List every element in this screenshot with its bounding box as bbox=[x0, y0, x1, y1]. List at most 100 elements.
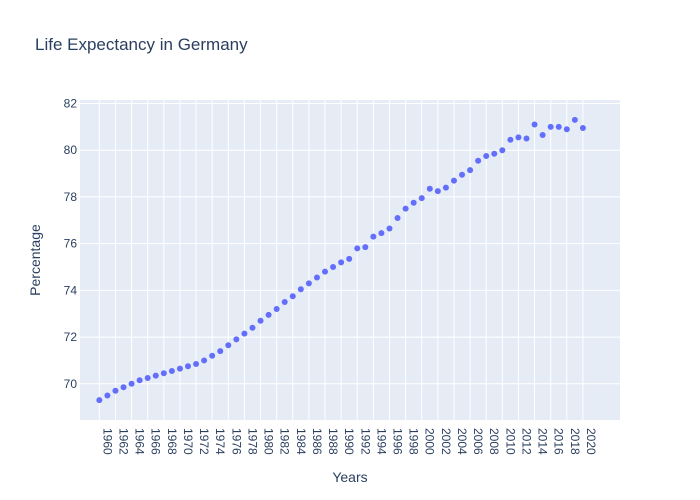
data-point bbox=[330, 264, 337, 271]
data-point bbox=[305, 280, 312, 287]
data-point bbox=[354, 245, 361, 252]
data-point bbox=[394, 214, 401, 221]
x-tick-label: 1980 bbox=[262, 428, 276, 455]
x-tick-label: 2002 bbox=[439, 428, 453, 455]
data-point bbox=[579, 125, 586, 132]
data-point bbox=[563, 126, 570, 133]
data-point bbox=[265, 311, 272, 318]
data-point bbox=[402, 205, 409, 212]
y-tick-label: 72 bbox=[64, 330, 78, 344]
data-point bbox=[442, 184, 449, 191]
y-tick-label: 78 bbox=[64, 190, 78, 204]
x-tick-label: 1986 bbox=[310, 428, 324, 455]
x-tick-label: 2012 bbox=[519, 428, 533, 455]
data-point bbox=[128, 380, 135, 387]
data-point bbox=[168, 367, 175, 374]
data-point bbox=[112, 387, 119, 394]
data-point bbox=[410, 199, 417, 206]
data-point bbox=[467, 167, 474, 174]
data-point bbox=[507, 136, 514, 143]
data-point bbox=[523, 135, 530, 142]
data-point bbox=[475, 157, 482, 164]
x-tick-label: 1972 bbox=[197, 428, 211, 455]
x-tick-label: 2010 bbox=[503, 428, 517, 455]
data-point bbox=[209, 352, 216, 359]
data-point bbox=[555, 123, 562, 130]
data-point bbox=[136, 377, 143, 384]
x-axis-ticks: 1960 1962 1964 1966 1968 1970 1972 1974 1976 1978… bbox=[100, 428, 598, 455]
x-tick-label: 1970 bbox=[181, 428, 195, 455]
x-tick-label: 2008 bbox=[487, 428, 501, 455]
data-point bbox=[370, 233, 377, 240]
x-tick-label: 2016 bbox=[552, 428, 566, 455]
y-tick-label: 80 bbox=[64, 143, 78, 157]
data-point bbox=[547, 123, 554, 130]
data-point bbox=[450, 177, 457, 184]
data-points bbox=[96, 116, 586, 404]
data-point bbox=[346, 255, 353, 262]
data-point bbox=[338, 259, 345, 266]
x-axis-title: Years bbox=[332, 469, 367, 485]
data-point bbox=[499, 147, 506, 154]
data-point bbox=[257, 317, 264, 324]
data-point bbox=[322, 268, 329, 275]
data-point bbox=[201, 357, 208, 364]
data-point bbox=[249, 324, 256, 331]
x-tick-label: 2000 bbox=[423, 428, 437, 455]
data-point bbox=[152, 372, 159, 379]
data-point bbox=[362, 244, 369, 251]
y-tick-label: 74 bbox=[64, 283, 78, 297]
x-tick-label: 2004 bbox=[455, 428, 469, 455]
y-axis-title: Percentage bbox=[27, 224, 43, 296]
x-tick-label: 1964 bbox=[133, 428, 147, 455]
x-tick-label: 1976 bbox=[229, 428, 243, 455]
data-point bbox=[491, 150, 498, 157]
data-point bbox=[515, 134, 522, 141]
data-point bbox=[120, 384, 127, 391]
data-point bbox=[531, 121, 538, 128]
y-tick-label: 82 bbox=[64, 97, 78, 111]
x-tick-label: 2020 bbox=[584, 428, 598, 455]
data-point bbox=[281, 299, 288, 306]
data-point bbox=[297, 286, 304, 293]
x-tick-label: 2014 bbox=[536, 428, 550, 455]
x-tick-label: 1996 bbox=[390, 428, 404, 455]
data-point bbox=[233, 336, 240, 343]
x-tick-label: 1984 bbox=[294, 428, 308, 455]
x-tick-label: 1994 bbox=[374, 428, 388, 455]
data-point bbox=[539, 132, 546, 139]
data-point bbox=[386, 225, 393, 232]
y-axis-ticks: 70 72 74 76 78 80 82 bbox=[64, 97, 78, 391]
data-point bbox=[426, 185, 433, 192]
data-point bbox=[273, 306, 280, 313]
x-tick-label: 1968 bbox=[165, 428, 179, 455]
data-point bbox=[144, 374, 151, 381]
data-point bbox=[289, 293, 296, 300]
chart-title: Life Expectancy in Germany bbox=[35, 35, 248, 54]
x-tick-label: 2018 bbox=[568, 428, 582, 455]
x-tick-label: 1960 bbox=[100, 428, 114, 455]
x-tick-label: 1978 bbox=[245, 428, 259, 455]
grid-lines bbox=[80, 100, 620, 420]
data-point bbox=[378, 230, 385, 237]
x-tick-label: 1966 bbox=[149, 428, 163, 455]
data-point bbox=[241, 330, 248, 337]
data-point bbox=[571, 116, 578, 123]
data-point bbox=[225, 342, 232, 349]
x-tick-label: 1998 bbox=[407, 428, 421, 455]
data-point bbox=[459, 171, 466, 178]
x-tick-label: 1988 bbox=[326, 428, 340, 455]
data-point bbox=[176, 365, 183, 372]
x-tick-label: 1982 bbox=[278, 428, 292, 455]
data-point bbox=[217, 348, 224, 355]
data-point bbox=[96, 397, 103, 404]
data-point bbox=[104, 392, 111, 399]
data-point bbox=[418, 195, 425, 202]
y-tick-label: 70 bbox=[64, 377, 78, 391]
x-tick-label: 1992 bbox=[358, 428, 372, 455]
data-point bbox=[483, 153, 490, 160]
data-point bbox=[434, 188, 441, 195]
data-point bbox=[185, 363, 191, 370]
x-tick-label: 1990 bbox=[342, 428, 356, 455]
